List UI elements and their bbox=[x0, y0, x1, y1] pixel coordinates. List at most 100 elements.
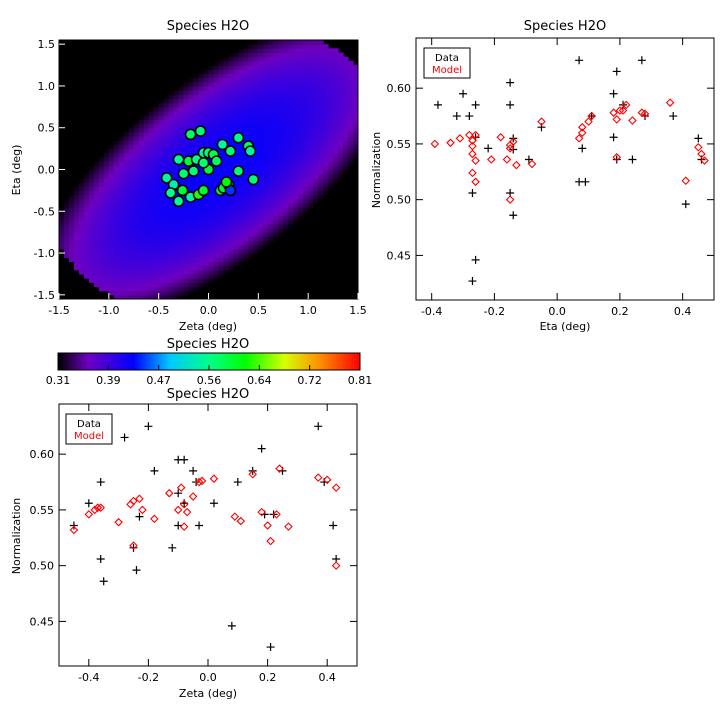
heatmap-cell bbox=[263, 165, 269, 171]
heatmap-cell bbox=[198, 69, 205, 75]
heatmap-ytick-label: 0.5 bbox=[38, 122, 56, 135]
heatmap-cell bbox=[233, 207, 239, 212]
heatmap-cell bbox=[333, 177, 339, 183]
heatmap-cell bbox=[283, 190, 289, 196]
heatmap-cell bbox=[293, 111, 299, 116]
heatmap-cell bbox=[268, 223, 274, 229]
heatmap-cell bbox=[148, 140, 155, 146]
heatmap-cell bbox=[248, 165, 254, 171]
heatmap-cell bbox=[143, 119, 150, 125]
zeta-model-point bbox=[179, 522, 189, 531]
heatmap-cell bbox=[128, 148, 135, 154]
heatmap-cell bbox=[218, 148, 225, 154]
heatmap-cell bbox=[238, 194, 244, 200]
heatmap-cell bbox=[273, 111, 279, 116]
heatmap-cell bbox=[153, 273, 160, 279]
heatmap-cell bbox=[283, 85, 289, 91]
eta-model-point bbox=[468, 168, 477, 178]
heatmap-cell bbox=[223, 169, 230, 175]
heatmap-cell bbox=[303, 115, 309, 120]
heatmap-cell bbox=[193, 198, 200, 204]
heatmap-cell bbox=[268, 60, 274, 66]
heatmap-cell bbox=[233, 219, 239, 225]
heatmap-cell bbox=[313, 190, 319, 196]
eta-model-point bbox=[505, 195, 515, 204]
heatmap-cell bbox=[163, 278, 170, 283]
heatmap-cell bbox=[118, 131, 125, 137]
heatmap-cell bbox=[258, 44, 264, 49]
heatmap-cell bbox=[183, 123, 190, 129]
heatmap-cell bbox=[253, 244, 259, 250]
eta-model-point bbox=[471, 130, 480, 140]
heatmap-cell bbox=[283, 119, 289, 125]
heatmap-cell bbox=[163, 148, 170, 154]
heatmap-cell bbox=[183, 223, 190, 229]
heatmap-cell bbox=[138, 169, 145, 175]
heatmap-cell bbox=[183, 90, 190, 95]
heatmap-cell bbox=[213, 77, 220, 83]
heatmap-cell bbox=[208, 77, 215, 83]
heatmap-cell bbox=[83, 165, 90, 171]
zeta-scatter-marks bbox=[69, 422, 341, 652]
heatmap-cell bbox=[78, 202, 85, 208]
heatmap-cell bbox=[148, 227, 155, 233]
heatmap-cell bbox=[288, 140, 294, 146]
eta-xtick-label: 0.2 bbox=[611, 305, 629, 318]
heatmap-cell bbox=[293, 211, 299, 217]
heatmap-cell bbox=[118, 232, 125, 237]
heatmap-ytick-label: -0.5 bbox=[34, 205, 55, 218]
heatmap-cell bbox=[168, 253, 175, 258]
eta-scatter-marks bbox=[430, 56, 709, 286]
heatmap-cell bbox=[338, 165, 344, 171]
heatmap-cell bbox=[328, 111, 334, 116]
heatmap-cell bbox=[198, 232, 205, 237]
heatmap-cell bbox=[173, 94, 180, 100]
heatmap-cell bbox=[338, 169, 344, 175]
eta-model-point bbox=[508, 137, 518, 146]
heatmap-cell bbox=[223, 85, 230, 91]
heatmap-cell bbox=[243, 202, 249, 208]
eta-model-point bbox=[618, 106, 628, 115]
heatmap-cell bbox=[288, 106, 294, 112]
heatmap-cell bbox=[163, 261, 170, 267]
eta-data-point bbox=[575, 56, 584, 65]
heatmap-cell bbox=[113, 194, 120, 200]
heatmap-cell bbox=[323, 44, 329, 49]
heatmap-cell bbox=[283, 115, 289, 120]
heatmap-cell bbox=[273, 194, 279, 200]
heatmap-cell bbox=[323, 65, 329, 70]
heatmap-cell bbox=[118, 240, 125, 246]
heatmap-cell bbox=[238, 119, 244, 125]
heatmap-cell bbox=[238, 211, 244, 217]
heatmap-cell bbox=[113, 227, 120, 233]
heatmap-cell bbox=[173, 278, 180, 283]
heatmap-cell bbox=[238, 127, 244, 133]
heatmap-cell bbox=[328, 52, 334, 58]
heatmap-cell bbox=[158, 223, 165, 229]
heatmap-cell bbox=[113, 182, 120, 187]
heatmap-cell bbox=[228, 211, 235, 217]
heatmap-cell bbox=[318, 123, 324, 129]
heatmap-cell bbox=[218, 278, 225, 283]
heatmap-cell bbox=[118, 219, 125, 225]
heatmap-cell bbox=[248, 207, 254, 212]
heatmap-cell bbox=[223, 52, 230, 58]
heatmap-cell bbox=[203, 198, 210, 204]
heatmap-cell bbox=[253, 240, 259, 246]
heatmap-cell bbox=[113, 219, 120, 225]
heatmap-cell bbox=[268, 152, 274, 158]
heatmap-cell bbox=[243, 211, 249, 217]
heatmap-cell bbox=[223, 261, 230, 267]
heatmap-cell bbox=[193, 207, 200, 212]
heatmap-cell bbox=[343, 169, 349, 175]
heatmap-cell bbox=[218, 56, 225, 62]
heatmap-cell bbox=[78, 265, 85, 271]
eta-model-point bbox=[487, 155, 496, 164]
heatmap-cell bbox=[253, 106, 259, 112]
heatmap-cell bbox=[88, 248, 95, 254]
heatmap-cell bbox=[73, 194, 80, 200]
heatmap-cell bbox=[133, 269, 140, 275]
heatmap-cell bbox=[188, 202, 195, 208]
heatmap-cell bbox=[273, 198, 279, 204]
